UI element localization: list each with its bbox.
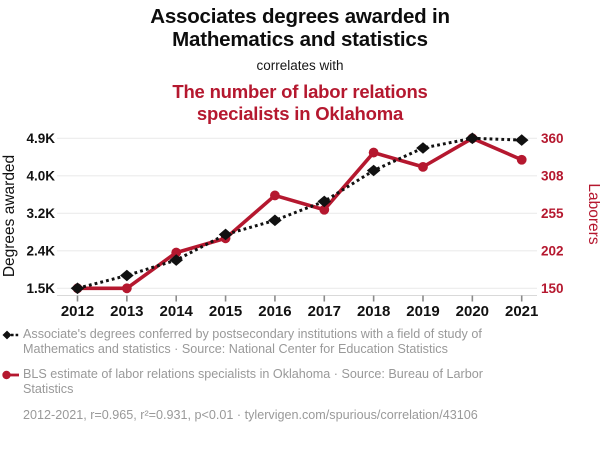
circle-marker: [270, 190, 280, 201]
left-axis-title: Degrees awarded: [1, 155, 18, 277]
left-axis-tick-label: 4.0K: [26, 168, 55, 183]
page-title-line1: Associates degrees awarded in: [150, 5, 450, 28]
diamond-marker: [416, 142, 430, 154]
circle-marker: [171, 247, 182, 258]
correlates-with-label: correlates with: [256, 58, 344, 73]
x-axis-tick-label: 2012: [61, 303, 94, 320]
circle-marker: [319, 204, 330, 215]
circle-marker: [368, 147, 379, 158]
right-axis-tick-label: 308: [541, 168, 564, 183]
diamond-marker: [169, 254, 184, 266]
page-title-line2: Mathematics and statistics: [172, 27, 428, 51]
right-axis-tick-label: 360: [541, 131, 564, 146]
x-axis-tick-label: 2021: [505, 303, 538, 320]
series-line-laborers: [77, 136, 523, 291]
left-axis-tick-label: 3.2K: [26, 206, 55, 221]
diamond-marker: [268, 214, 282, 227]
legend-label-degrees: Associate's degrees conferred by postsec…: [23, 327, 482, 357]
x-axis-tick-label: 2013: [110, 303, 143, 320]
right-axis-title: Laborers: [585, 183, 600, 244]
red-circle-line-icon: [2, 370, 19, 380]
x-axis-tick-label: 2015: [209, 303, 242, 320]
chart-header: Associates degrees awarded in Mathematic…: [0, 5, 600, 124]
secondary-title-line2: specialists in Oklahoma: [196, 102, 404, 124]
black-diamond-dashed-line-icon: [2, 330, 19, 340]
right-axis-tick-label: 202: [541, 243, 564, 258]
legend-label-laborers: BLS estimate of labor relations speciali…: [23, 366, 483, 397]
diamond-marker: [218, 228, 233, 241]
diamond-marker: [120, 269, 134, 282]
diamond-marker: [70, 282, 85, 295]
left-axis-tick-label: 1.5K: [26, 281, 55, 296]
chart-legend: Associate's degrees conferred by postsec…: [2, 327, 598, 423]
left-axis-tick-label: 4.9K: [26, 131, 55, 146]
x-axis-tick-label: 2017: [308, 303, 341, 320]
circle-marker: [418, 161, 428, 172]
x-axis-tick-label: 2016: [258, 303, 291, 320]
x-axis-tick-label: 2014: [160, 303, 194, 320]
x-axis-tick-label: 2020: [456, 303, 489, 320]
circle-marker: [516, 154, 527, 165]
legend-item-laborers: BLS estimate of labor relations speciali…: [2, 367, 598, 398]
circle-marker: [121, 283, 132, 294]
series-line-degrees-awarded: [77, 136, 522, 290]
secondary-title-line1: The number of labor relations: [172, 81, 428, 102]
line-chart-svg: 1.5K 2.4K 3.2K 4.0K 4.9K 150 202 255 308 360 2012 2…: [1, 131, 600, 320]
legend-item-degrees: Associate's degrees conferred by postsec…: [2, 327, 598, 358]
x-axis-tick-label: 2019: [406, 303, 439, 320]
left-axis-tick-label: 2.4K: [26, 243, 55, 258]
diamond-marker: [514, 134, 529, 146]
right-axis-tick-label: 150: [541, 281, 564, 296]
line-chart: 1.5K 2.4K 3.2K 4.0K 4.9K 150 202 255 308 360 2012 2…: [0, 125, 600, 321]
x-axis-tick-label: 2018: [357, 303, 390, 320]
right-axis-tick-label: 255: [541, 206, 564, 221]
stats-footnote: 2012-2021, r=0.965, r²=0.931, p<0.01 · t…: [23, 407, 478, 422]
